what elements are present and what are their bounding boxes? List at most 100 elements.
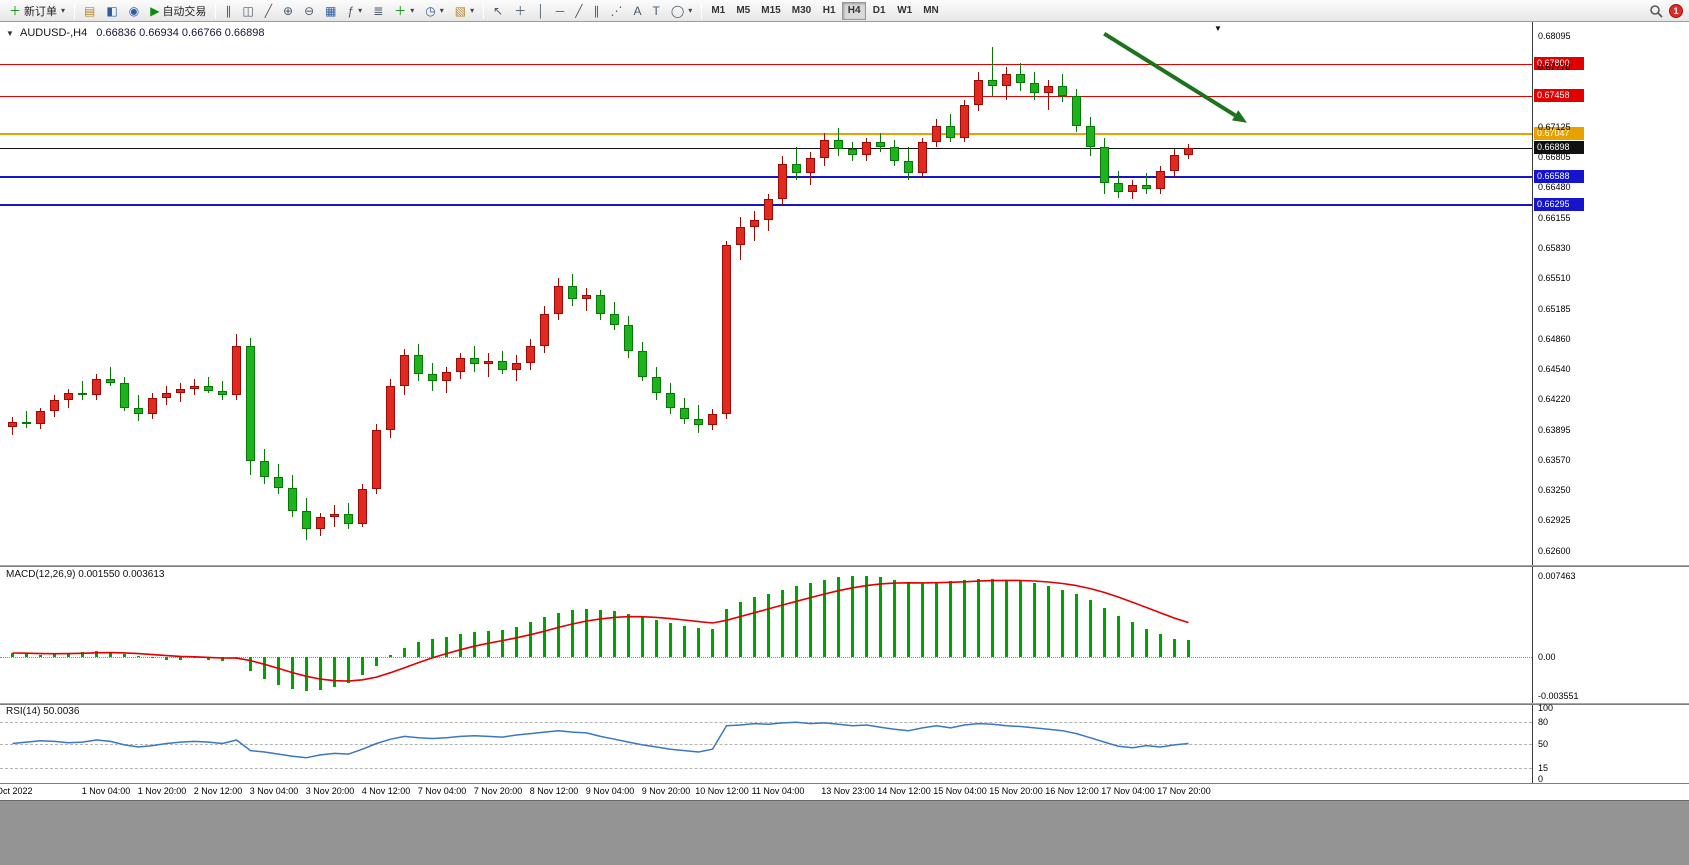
horizontal-line-button[interactable]: ─ <box>551 1 570 20</box>
candle-body <box>1170 154 1179 171</box>
rsi-level-line <box>0 743 1532 745</box>
text-label-button[interactable]: T <box>647 1 664 20</box>
symbol-menu-icon[interactable]: ▼ <box>6 29 14 38</box>
tile-windows-icon: ▦ <box>325 3 337 18</box>
timeframe-mn-button[interactable]: MN <box>918 2 944 20</box>
macd-histogram-bar <box>865 576 868 658</box>
candle-body <box>484 360 493 365</box>
macd-histogram-bar <box>921 582 924 658</box>
new-order-icon: ＋ <box>9 3 22 18</box>
candle-body <box>1086 126 1095 148</box>
macd-histogram-bar <box>501 630 504 658</box>
strategy-tester-button[interactable]: ◉ <box>124 1 144 20</box>
candle-body <box>288 488 297 511</box>
pane-separator-rsi[interactable] <box>0 703 1689 705</box>
candle-body <box>274 476 283 489</box>
timeframe-m30-button[interactable]: M30 <box>787 2 816 20</box>
time-label: 17 Nov 20:00 <box>1157 786 1211 796</box>
timeframe-m15-button[interactable]: M15 <box>756 2 785 20</box>
price-badge: 0.66588 <box>1534 170 1584 184</box>
chart-canvas[interactable]: 0.67800 0.67458 0.67047 0.66898 0.66588 0.662… <box>0 0 1689 800</box>
macd-histogram-bar <box>277 657 280 685</box>
add-indicator-button[interactable]: ＋ ▾ <box>389 1 419 20</box>
candle-body <box>372 430 381 490</box>
tile-windows-button[interactable]: ▦ <box>320 1 341 20</box>
scroll-to-end-marker[interactable]: ▼ <box>1214 24 1222 33</box>
timeframe-h1-button[interactable]: H1 <box>817 2 841 20</box>
text-button[interactable]: A <box>628 1 646 20</box>
candle-body <box>1058 86 1067 97</box>
macd-histogram-bar <box>837 577 840 658</box>
market-watch-icon: ▤ <box>84 3 96 18</box>
macd-histogram-bar <box>1103 608 1106 658</box>
data-window-button[interactable]: ◧ <box>101 1 122 20</box>
new-order-button[interactable]: ＋ 新订单 ▾ <box>4 1 70 20</box>
hline-0.67458[interactable] <box>0 95 1532 97</box>
candle-body <box>694 418 703 426</box>
fibonacci-button[interactable]: ⋰ <box>605 1 627 20</box>
macd-histogram-bar <box>851 576 854 658</box>
timeframe-h4-button[interactable]: H4 <box>842 1 867 20</box>
candle-body <box>106 379 115 384</box>
candle-body <box>218 390 227 396</box>
indicators-button[interactable]: ƒ ▾ <box>342 1 367 20</box>
timeframe-w1-button[interactable]: W1 <box>892 2 917 20</box>
macd-histogram-bar <box>991 578 994 658</box>
hline-0.67800[interactable] <box>0 63 1532 65</box>
templates-button[interactable]: ▧ ▾ <box>450 1 479 20</box>
channel-button[interactable]: ∥ <box>588 1 604 20</box>
candle-body <box>456 357 465 372</box>
line-chart-button[interactable]: ╱ <box>260 1 277 20</box>
zoom-in-button[interactable]: ⊕ <box>278 1 298 20</box>
periods-button[interactable]: ◷ ▾ <box>420 1 449 20</box>
toolbar-separator <box>483 2 485 19</box>
data-window-icon: ◧ <box>106 3 118 18</box>
auto-trading-button[interactable]: ▶ 自动交易 <box>145 1 211 20</box>
rsi-tick: 0 <box>1538 774 1544 784</box>
macd-histogram-bar <box>81 651 84 658</box>
macd-histogram-bar <box>515 626 518 658</box>
zoom-out-button[interactable]: ⊖ <box>299 1 319 20</box>
price-badge: 0.67800 <box>1534 56 1584 70</box>
candle-body <box>344 514 353 524</box>
pane-separator-macd[interactable] <box>0 565 1689 567</box>
timeframe-m1-button[interactable]: M1 <box>706 2 730 20</box>
candle-body <box>162 392 171 399</box>
macd-histogram-bar <box>711 628 714 658</box>
hline-0.66898[interactable] <box>0 148 1532 150</box>
rsi-indicator-label: RSI(14) 50.0036 <box>6 706 80 717</box>
macd-tick: 0.00 <box>1538 652 1556 663</box>
bar-chart-button[interactable]: ∥ <box>220 1 236 20</box>
candle-body <box>638 351 647 377</box>
macd-histogram-bar <box>417 642 420 658</box>
candle-body <box>1030 83 1039 93</box>
crosshair-button[interactable]: ＋ <box>509 1 531 20</box>
shapes-icon: ◯ <box>670 3 685 18</box>
notification-badge[interactable]: 1 <box>1669 3 1683 18</box>
candle-body <box>232 345 241 396</box>
hline-0.66588[interactable] <box>0 176 1532 179</box>
objects-list-button[interactable]: ≣ <box>368 1 388 20</box>
time-axis[interactable] <box>0 784 1689 800</box>
macd-histogram-bar <box>53 654 56 658</box>
timeframe-m5-button[interactable]: M5 <box>731 2 755 20</box>
candle-wick <box>82 381 83 401</box>
time-label: 1 Nov 20:00 <box>137 786 187 796</box>
timeframe-d1-button[interactable]: D1 <box>867 2 891 20</box>
cursor-button[interactable]: ↖ <box>488 1 508 20</box>
candlestick-chart-button[interactable]: ◫ <box>237 1 258 20</box>
vertical-line-button[interactable]: │ <box>532 1 550 20</box>
vertical-line-icon: │ <box>537 3 545 18</box>
search-icon[interactable] <box>1649 4 1663 18</box>
candle-body <box>120 383 129 408</box>
text-icon: A <box>633 3 642 18</box>
hline-0.67047[interactable] <box>0 133 1532 136</box>
bottom-gray-area <box>0 800 1689 865</box>
rsi-tick: 15 <box>1538 763 1549 774</box>
trendline-button[interactable]: ╱ <box>570 1 587 20</box>
price-tick: 0.63250 <box>1538 485 1571 496</box>
market-watch-button[interactable]: ▤ <box>79 1 100 20</box>
shapes-button[interactable]: ◯ ▾ <box>666 1 697 20</box>
candle-body <box>470 357 479 365</box>
